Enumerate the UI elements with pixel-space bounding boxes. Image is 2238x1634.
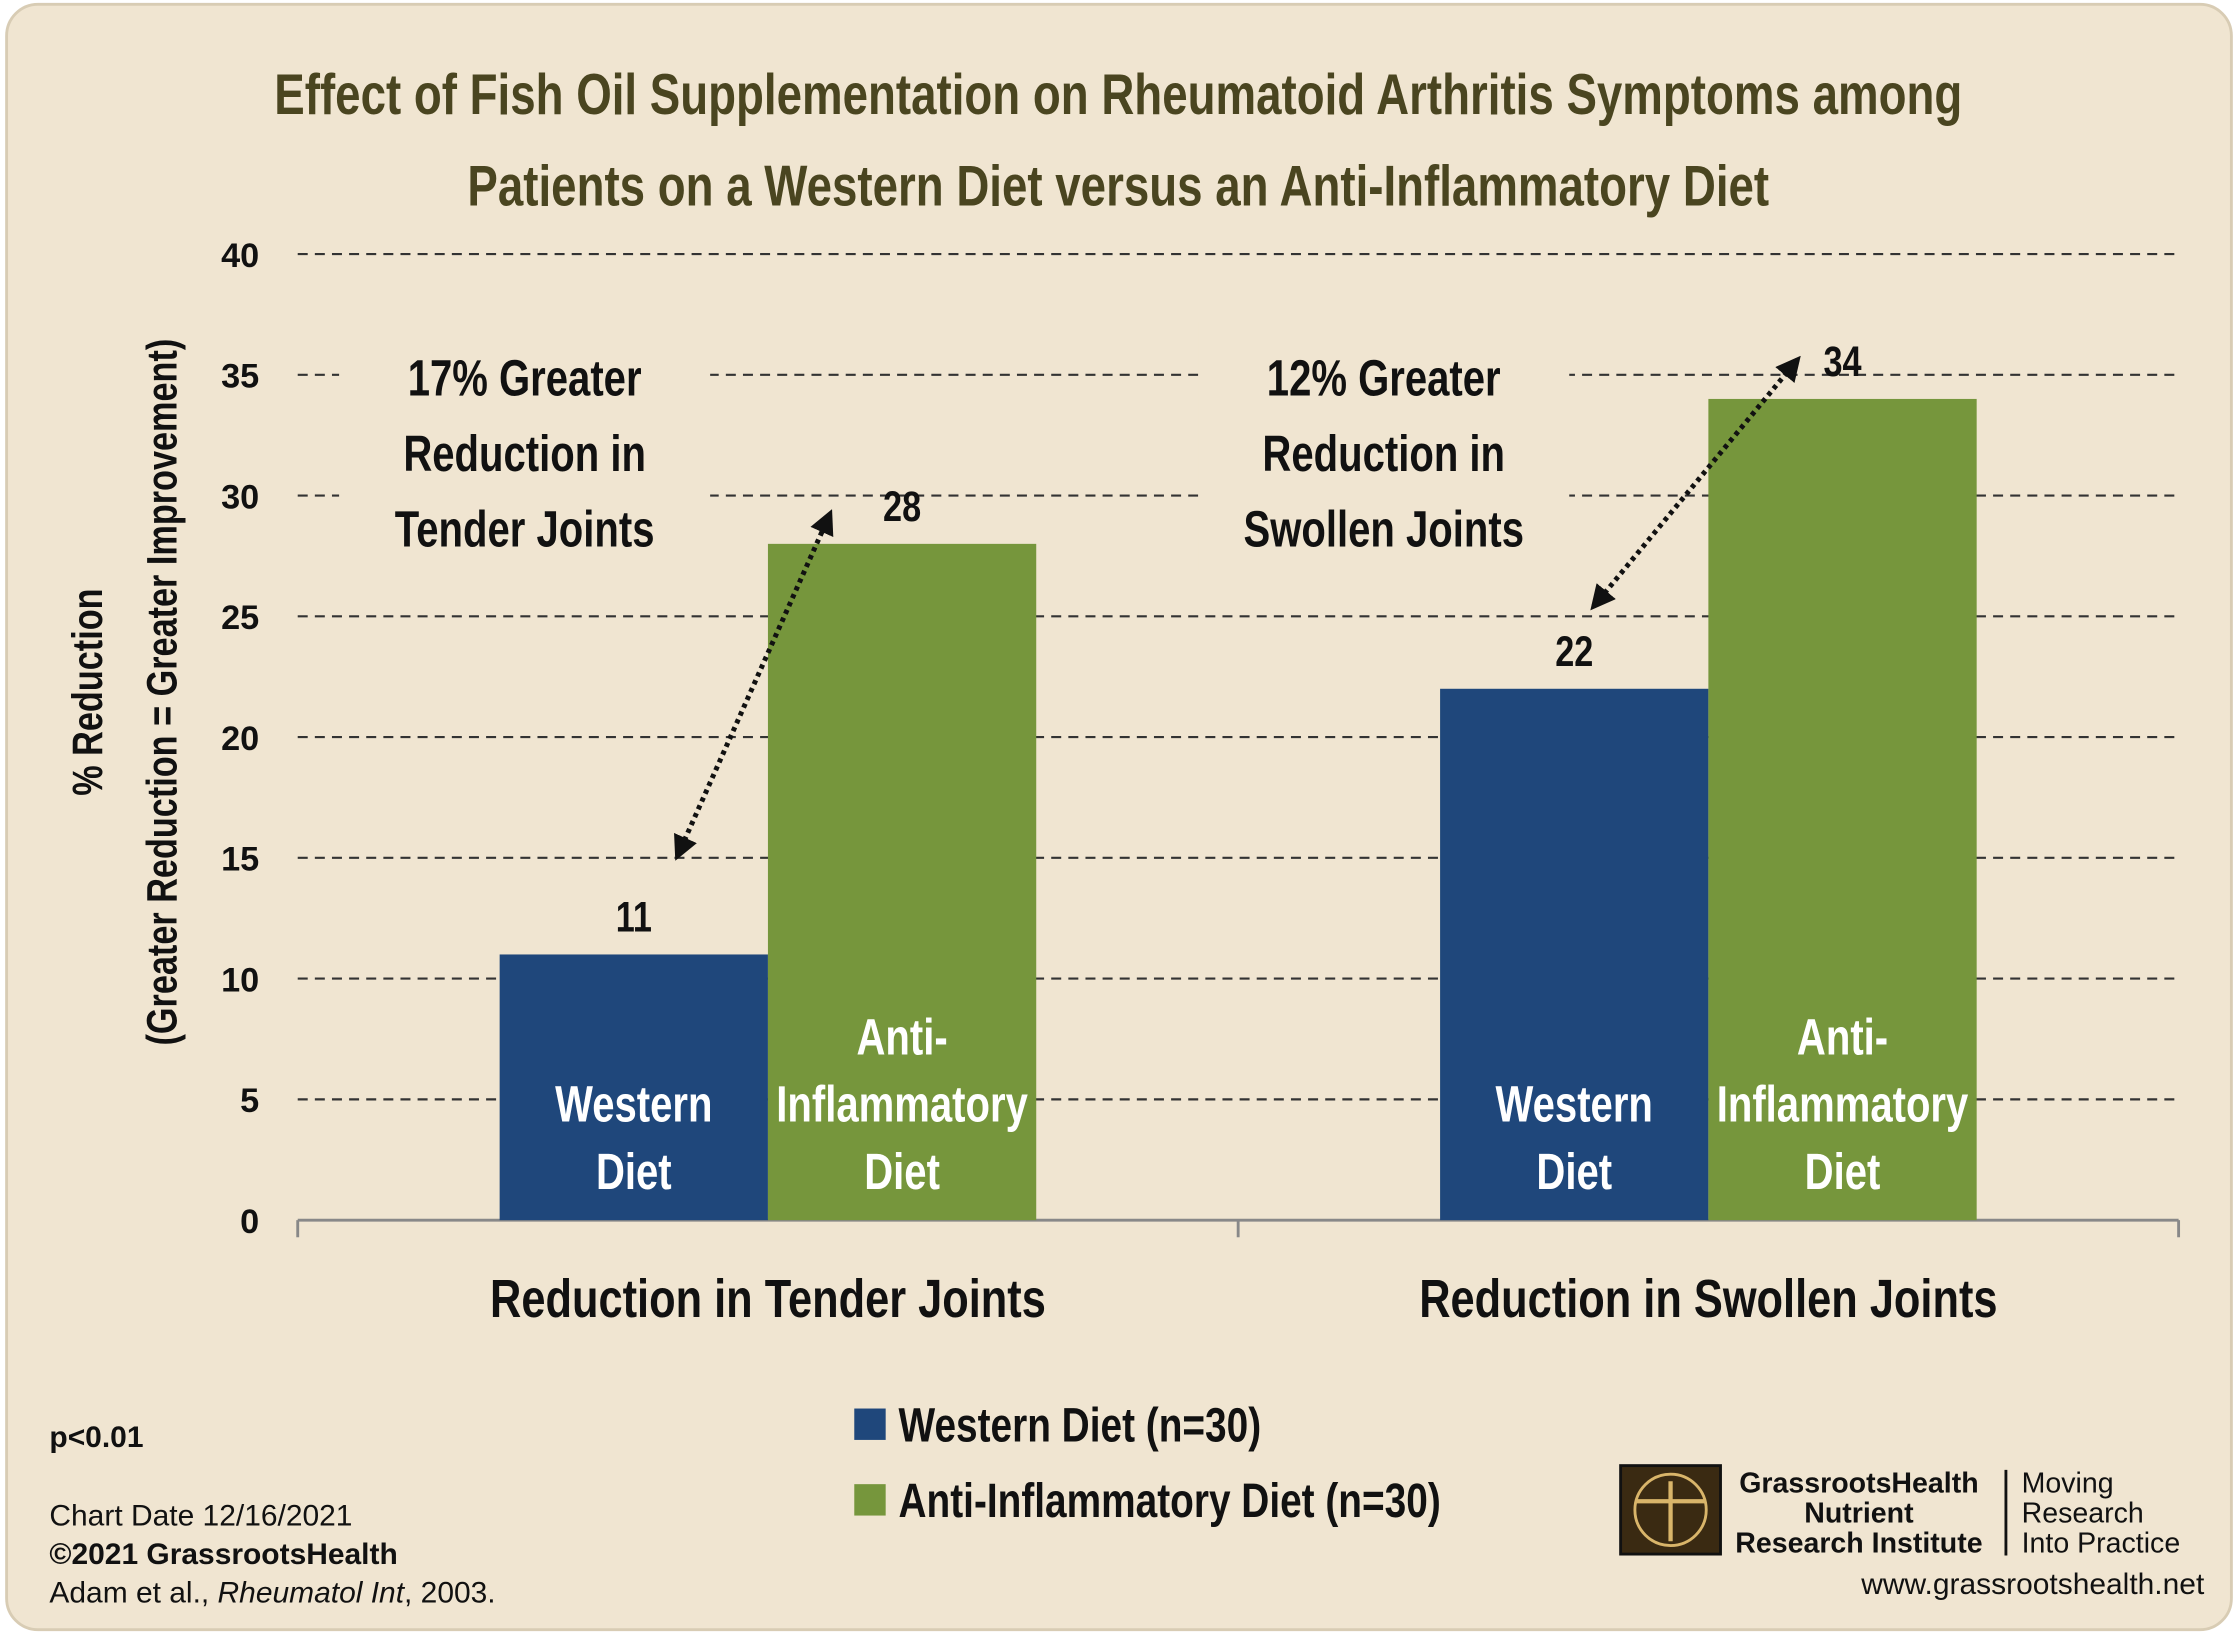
annotation-bg bbox=[1198, 321, 1570, 571]
logo-tagline: Into Practice bbox=[2022, 1528, 2181, 1560]
x-tick-label: Reduction in Swollen Joints bbox=[1419, 1270, 1997, 1330]
logo-figure bbox=[1633, 1472, 1708, 1547]
citation-part: Rheumatol Int bbox=[218, 1577, 406, 1610]
bar-label: Diet bbox=[596, 1142, 672, 1200]
logo-name: GrassrootsHealth bbox=[1739, 1468, 1978, 1500]
logo-tagline: Moving bbox=[2022, 1468, 2114, 1500]
logo-url: www.grassrootshealth.net bbox=[1860, 1568, 2205, 1601]
bar-label: Anti- bbox=[856, 1008, 947, 1066]
y-tick-label: 40 bbox=[221, 237, 259, 275]
y-axis-label: % Reduction bbox=[65, 588, 112, 795]
logo-name: Research Institute bbox=[1735, 1528, 1982, 1560]
chart-title: Patients on a Western Diet versus an Ant… bbox=[467, 154, 1769, 218]
bar bbox=[1440, 688, 1709, 1221]
bar-label: Anti- bbox=[1797, 1008, 1888, 1066]
copyright: ©2021 GrassrootsHealth bbox=[49, 1538, 397, 1571]
arrow bbox=[674, 509, 834, 861]
y-tick-label: 30 bbox=[221, 478, 259, 516]
y-tick-label: 35 bbox=[221, 358, 259, 396]
y-tick-label: 10 bbox=[221, 961, 259, 999]
annotation: Reduction in bbox=[1262, 424, 1505, 482]
arrow bbox=[1590, 355, 1801, 611]
y-axis-label: (Greater Reduction = Greater Improvement… bbox=[139, 339, 186, 1046]
logo-name: Nutrient bbox=[1804, 1498, 1914, 1530]
citation: Adam et al., Rheumatol Int, 2003. bbox=[49, 1577, 495, 1610]
bar-label: Western bbox=[1496, 1075, 1653, 1133]
y-tick-label: 15 bbox=[221, 841, 259, 879]
annotation: 17% Greater bbox=[408, 348, 642, 406]
value-label: 22 bbox=[1555, 628, 1593, 675]
bar-label: Inflammatory bbox=[776, 1075, 1028, 1133]
bar-label: Diet bbox=[1536, 1142, 1612, 1200]
annotation: Reduction in bbox=[403, 424, 646, 482]
citation-part: , 2003. bbox=[404, 1577, 496, 1610]
annotation: 12% Greater bbox=[1267, 348, 1501, 406]
chart-date: Chart Date 12/16/2021 bbox=[49, 1500, 352, 1533]
legend-swatch bbox=[854, 1408, 886, 1440]
legend-label: Western Diet (n=30) bbox=[899, 1398, 1262, 1452]
value-label: 28 bbox=[883, 483, 921, 530]
citation-part: Adam et al., bbox=[49, 1577, 217, 1610]
bar-label: Diet bbox=[864, 1142, 940, 1200]
significance: p<0.01 bbox=[49, 1421, 143, 1454]
arrows bbox=[674, 355, 1801, 861]
legend-swatch bbox=[854, 1484, 886, 1516]
bar-label: Diet bbox=[1805, 1142, 1881, 1200]
value-label: 11 bbox=[616, 894, 652, 941]
chart-title: Effect of Fish Oil Supplementation on Rh… bbox=[274, 62, 1962, 126]
logo-tagline: Research bbox=[2022, 1498, 2144, 1530]
bar bbox=[499, 954, 768, 1221]
bar-label: Western bbox=[555, 1075, 712, 1133]
legend-label: Anti-Inflammatory Diet (n=30) bbox=[899, 1474, 1441, 1528]
annotation-bg bbox=[339, 321, 711, 571]
annotation: Tender Joints bbox=[395, 500, 655, 558]
bar-label: Inflammatory bbox=[1717, 1075, 1969, 1133]
y-tick-label: 25 bbox=[221, 599, 259, 637]
annotation: Swollen Joints bbox=[1243, 500, 1523, 558]
x-tick-label: Reduction in Tender Joints bbox=[490, 1270, 1046, 1330]
y-tick-label: 5 bbox=[240, 1082, 259, 1120]
y-tick-label: 0 bbox=[240, 1203, 259, 1241]
value-label: 34 bbox=[1823, 339, 1861, 386]
y-tick-label: 20 bbox=[221, 720, 259, 758]
